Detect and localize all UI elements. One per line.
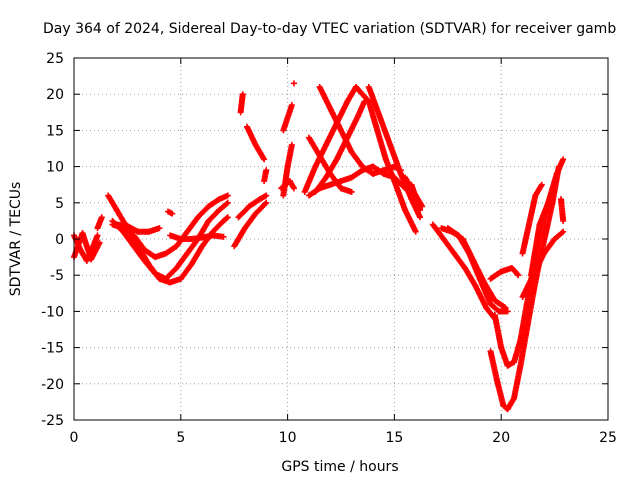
data-point (239, 91, 246, 98)
y-tick-label: 15 (46, 123, 64, 139)
chart-title: Day 364 of 2024, Sidereal Day-to-day VTE… (43, 21, 616, 37)
data-point (560, 217, 567, 224)
data-point (224, 192, 231, 199)
x-tick-label: 0 (70, 430, 79, 446)
data-point (288, 141, 295, 148)
data-point (220, 233, 227, 240)
data-point (502, 304, 509, 311)
data-point (291, 80, 298, 87)
data-point (412, 228, 419, 235)
y-tick-label: -10 (41, 304, 64, 320)
data-point (261, 156, 268, 163)
x-tick-label: 25 (599, 430, 617, 446)
x-tick-label: 10 (279, 430, 297, 446)
plot-frame (73, 57, 609, 421)
x-tick-label: 20 (492, 430, 510, 446)
y-tick-label: 5 (55, 196, 64, 212)
data-point (224, 214, 231, 221)
x-axis-label: GPS time / hours (281, 459, 398, 475)
x-tick-label: 15 (385, 430, 403, 446)
data-point (501, 303, 508, 310)
data-point (417, 207, 424, 214)
y-tick-label: 0 (55, 232, 64, 248)
data-point (560, 228, 567, 235)
y-tick-label: -15 (41, 341, 64, 357)
data-point (417, 214, 424, 221)
y-tick-label: 10 (46, 160, 64, 176)
data-point (288, 102, 295, 109)
data-point (291, 185, 298, 192)
data-point (560, 156, 567, 163)
data-point (263, 167, 270, 174)
y-tick-label: -5 (50, 268, 64, 284)
data-point (504, 308, 511, 315)
data-point (538, 181, 545, 188)
data-point (263, 199, 270, 206)
data-point (98, 214, 105, 221)
y-axis-label: SDTVAR / TECUs (8, 182, 24, 297)
data-point (224, 199, 231, 206)
y-tick-label: 20 (46, 87, 64, 103)
data-point (514, 271, 521, 278)
data-point (96, 239, 103, 246)
data-points (71, 80, 567, 413)
data-point (156, 225, 163, 232)
data-point (515, 272, 522, 279)
data-point (94, 232, 101, 239)
data-point (169, 210, 176, 217)
y-tick-label: -25 (41, 413, 64, 429)
y-tick-label: -20 (41, 377, 64, 393)
x-tick-label: 5 (176, 430, 185, 446)
data-point (348, 188, 355, 195)
data-point (263, 192, 270, 199)
y-tick-label: 25 (46, 51, 64, 67)
data-point (262, 200, 269, 207)
data-point (361, 98, 368, 105)
data-point (223, 215, 230, 222)
